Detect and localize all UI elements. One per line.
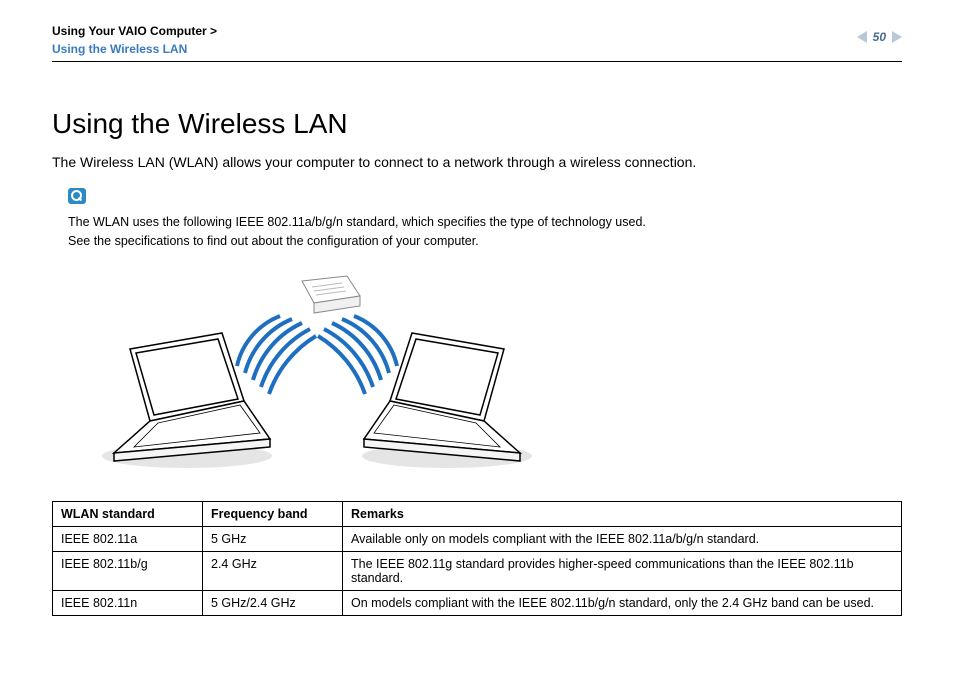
signal-arcs-right [318, 316, 397, 394]
next-page-icon[interactable] [892, 31, 902, 43]
page-header: Using Your VAIO Computer > Using the Wir… [52, 22, 902, 62]
table-row: IEEE 802.11b/g 2.4 GHz The IEEE 802.11g … [53, 551, 902, 590]
access-point-icon [302, 276, 360, 313]
table-cell: IEEE 802.11b/g [53, 551, 203, 590]
note-text: The WLAN uses the following IEEE 802.11a… [68, 213, 902, 251]
magnify-note-icon [68, 188, 86, 204]
table-header: WLAN standard [53, 501, 203, 526]
main-content: Using the Wireless LAN The Wireless LAN … [52, 108, 902, 616]
breadcrumb: Using Your VAIO Computer > Using the Wir… [52, 22, 902, 58]
table-row: IEEE 802.11a 5 GHz Available only on mod… [53, 526, 902, 551]
intro-paragraph: The Wireless LAN (WLAN) allows your comp… [52, 154, 902, 170]
page-number: 50 [873, 30, 886, 44]
breadcrumb-parent: Using Your VAIO Computer > [52, 22, 902, 40]
note-block: The WLAN uses the following IEEE 802.11a… [68, 188, 902, 251]
table-header: Frequency band [203, 501, 343, 526]
table-cell: 2.4 GHz [203, 551, 343, 590]
table-cell: The IEEE 802.11g standard provides highe… [343, 551, 902, 590]
table-cell: IEEE 802.11n [53, 590, 203, 615]
table-header-row: WLAN standard Frequency band Remarks [53, 501, 902, 526]
wireless-diagram-svg [92, 271, 542, 481]
note-line: See the specifications to find out about… [68, 232, 902, 251]
table-row: IEEE 802.11n 5 GHz/2.4 GHz On models com… [53, 590, 902, 615]
page-title: Using the Wireless LAN [52, 108, 902, 140]
table-cell: 5 GHz/2.4 GHz [203, 590, 343, 615]
prev-page-icon[interactable] [857, 31, 867, 43]
table-cell: Available only on models compliant with … [343, 526, 902, 551]
laptop-left-icon [114, 333, 270, 461]
table-cell: IEEE 802.11a [53, 526, 203, 551]
wlan-standards-table: WLAN standard Frequency band Remarks IEE… [52, 501, 902, 616]
page-nav: 50 [857, 30, 902, 44]
table-header: Remarks [343, 501, 902, 526]
table-cell: On models compliant with the IEEE 802.11… [343, 590, 902, 615]
note-line: The WLAN uses the following IEEE 802.11a… [68, 213, 902, 232]
wireless-diagram [92, 271, 542, 481]
breadcrumb-current: Using the Wireless LAN [52, 40, 902, 58]
table-cell: 5 GHz [203, 526, 343, 551]
laptop-right-icon [364, 333, 520, 461]
signal-arcs-left [237, 316, 316, 394]
